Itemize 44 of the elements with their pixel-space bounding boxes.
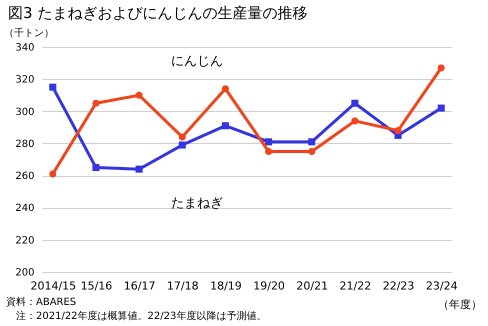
x-tick-label: 21/22 <box>340 280 372 292</box>
point <box>265 138 272 146</box>
x-tick-label: 19/20 <box>253 280 285 292</box>
point <box>178 133 186 141</box>
x-tick-label: 18/19 <box>210 280 242 292</box>
point <box>92 164 100 172</box>
point <box>438 104 445 112</box>
x-tick-label: 20/21 <box>296 280 328 292</box>
point <box>49 170 56 178</box>
y-tick-label: 300 <box>15 106 34 118</box>
point <box>178 142 186 149</box>
point <box>265 148 272 155</box>
point <box>136 92 143 99</box>
text: たまねぎ <box>171 196 224 212</box>
point <box>351 117 358 124</box>
x-tick-label: 16/17 <box>124 280 156 292</box>
y-tick-label: 260 <box>15 171 34 182</box>
text: 注：2021/22年度は概算値。22/23年度以降は予測値。 <box>16 310 266 322</box>
point <box>49 84 56 91</box>
y-tick-label: 200 <box>15 268 34 278</box>
y-tick-label: 320 <box>15 74 34 86</box>
point <box>136 166 143 173</box>
point <box>308 148 316 155</box>
point <box>438 64 445 72</box>
y-tick-label: 220 <box>15 235 34 246</box>
point <box>222 122 229 130</box>
y-axis-title: （千トン） <box>4 27 54 39</box>
y-tick-label: 280 <box>15 138 34 150</box>
y-tick-label: 340 <box>15 42 34 54</box>
point <box>222 85 229 92</box>
point <box>308 138 316 146</box>
x-tick-label: 15/16 <box>80 280 112 292</box>
point <box>92 100 100 107</box>
x-tick-label: 17/18 <box>166 280 199 292</box>
x-tick-label: 22/23 <box>382 280 414 292</box>
x-axis-title: （年度） <box>438 298 482 311</box>
point <box>394 127 402 134</box>
text: 資料：ABARES <box>6 296 76 308</box>
series-label: にんじん <box>171 54 224 70</box>
chart-title: 図3 たまねぎおよびにんじんの生産量の推移 <box>8 4 308 22</box>
point <box>351 100 358 107</box>
x-tick-label: 2014/15 <box>30 280 76 292</box>
y-tick-label: 240 <box>15 203 34 214</box>
x-tick-label: 23/24 <box>426 280 458 292</box>
